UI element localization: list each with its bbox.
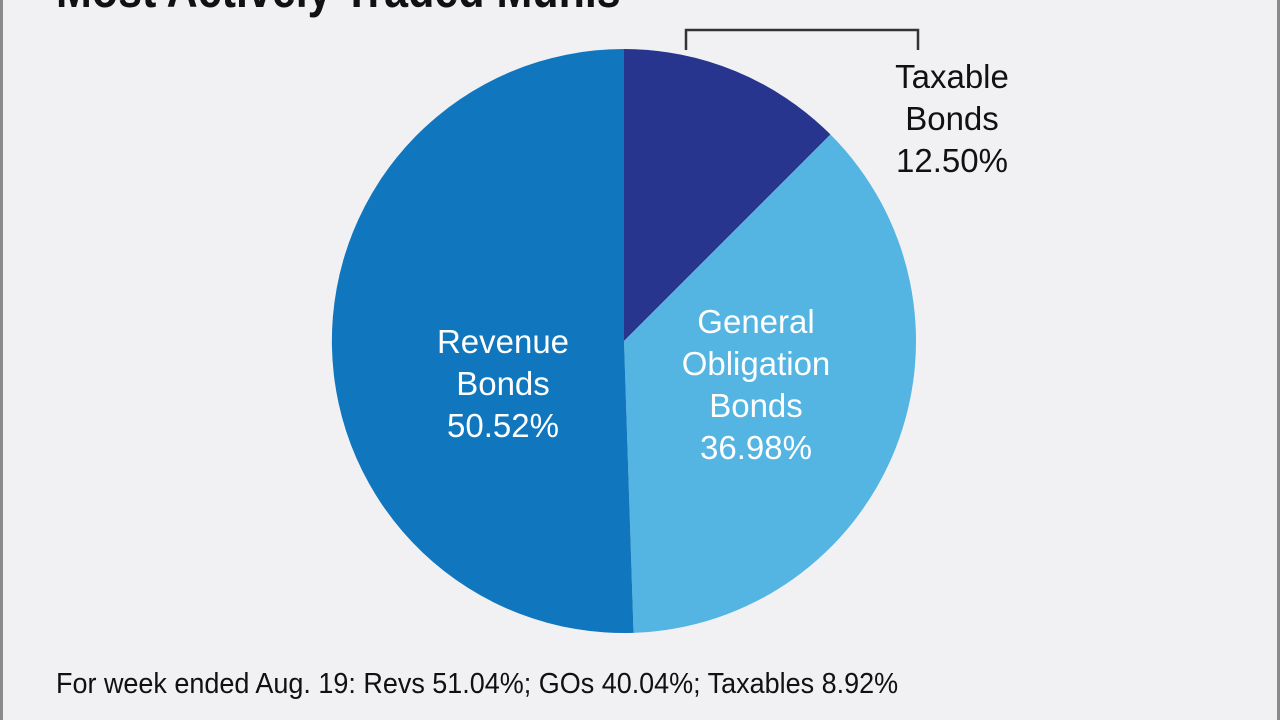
slice-label-line: 36.98% [700,429,812,466]
slice-label-line: Bonds [456,365,550,402]
slice-label-line: Bonds [905,100,999,137]
slice-label-taxable-bonds: Taxable Bonds 12.50% [895,58,1009,179]
slice-label-line: Taxable [895,58,1009,95]
frame-border-left [0,0,3,720]
pie-slice-revenue-bonds [331,49,634,633]
slice-label-line: General [697,303,814,340]
slice-label-line: Revenue [437,323,569,360]
slice-label-line: Bonds [709,387,803,424]
slice-label-general-obligation-bonds: General Obligation Bonds 36.98% [682,303,831,466]
taxable-callout-bracket [684,28,920,50]
slice-label-line: Obligation [682,345,831,382]
chart-title: Most Actively Traded Munis [56,0,621,20]
slice-label-line: 50.52% [447,407,559,444]
slice-label-revenue-bonds: Revenue Bonds 50.52% [437,323,569,444]
frame-border-right [1277,0,1280,720]
chart-footnote: For week ended Aug. 19: Revs 51.04%; GOs… [56,668,899,700]
pie-slice-general-obligation-bonds [624,134,917,633]
pie-slice-taxable-bonds [624,49,831,341]
slice-label-line: 12.50% [896,142,1008,179]
